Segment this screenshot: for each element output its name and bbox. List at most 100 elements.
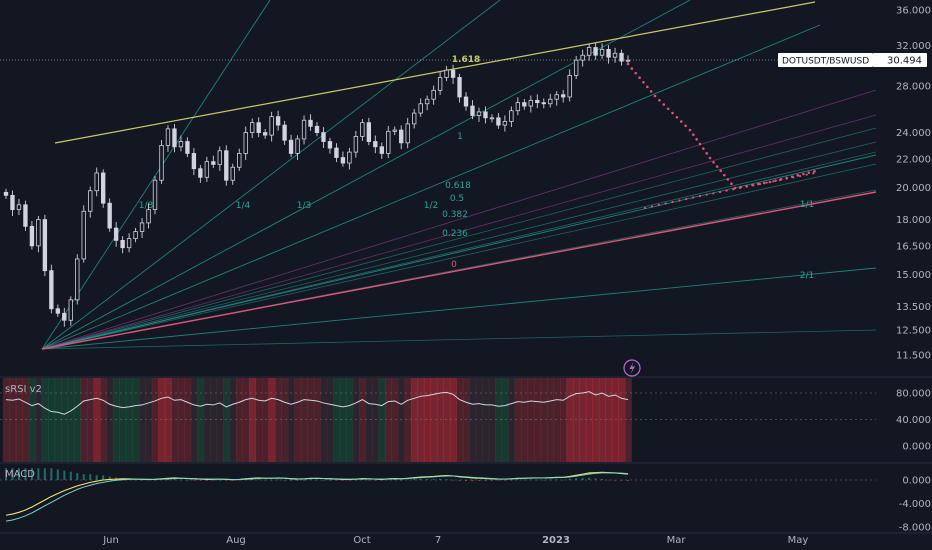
projection-dot [671,200,674,204]
rsi-heat-stripe [579,378,587,462]
rsi-tick-label: 0.000 [902,442,931,453]
rsi-heat-stripe [229,378,237,462]
macd-histogram-bar [283,480,286,481]
rsi-heat-stripe [255,378,263,462]
macd-histogram-bar [627,480,629,481]
rsi-heat-stripe [112,378,120,462]
macd-histogram-bar [309,479,312,480]
projection-dot [638,76,641,80]
macd-histogram-bar [432,479,435,480]
rsi-heat-stripe [417,378,425,462]
macd-histogram-bar [82,474,85,480]
rsi-heat-stripe [287,378,295,462]
candle-body [625,59,631,62]
rsi-heat-stripe [80,378,88,462]
price-tick-label: 11.500 [896,351,931,362]
price-tick-label: 12.500 [896,325,931,336]
candle-body [23,204,28,227]
projection-dot [650,205,653,208]
rsi-tick-label: 40.000 [896,415,931,426]
macd-histogram-bar [419,478,422,480]
macd-histogram-bar [374,480,377,481]
candle-body [178,141,184,148]
projection-dot [684,124,687,128]
x-tick-label: Aug [226,535,246,546]
candle-body [204,161,210,178]
macd-histogram-bar [471,480,474,482]
rsi-heat-stripe [41,378,49,462]
candle-body [198,168,203,178]
candle-body [586,47,592,56]
candle-body [275,116,281,126]
axes: 36.000 32.000 28.000 24.000 22.000 20.000 18.0… [102,6,931,547]
fib-label: 0.618 [445,181,471,191]
rsi-heat-stripe [527,378,535,462]
rsi-heat-stripe [171,378,179,462]
candle-body [113,227,119,241]
candle-body [554,94,559,100]
candle-body [522,102,527,107]
projection-dot [666,107,670,111]
fib-label: 0.382 [442,210,468,220]
projection-dot [664,202,667,205]
rsi-heat-stripe [268,378,276,462]
macd-histogram-bar [69,471,72,480]
projection-dot [630,67,634,70]
candle-body [29,225,35,247]
gann-fan: 1/8 1/4 1/3 1/2 1/1 2/1 1.618 1 0.618 0.5 0.382 0.2… [0,0,877,350]
macd-histogram-bar [439,478,442,480]
fib-label: 0.236 [442,229,468,239]
candle-body [165,128,171,146]
candle-body [496,117,501,126]
rsi-heat-stripe [151,378,159,462]
projection-dot [774,179,777,182]
candle-body [191,153,197,170]
macd-histogram-bar [400,480,403,481]
rsi-heat-stripe [333,378,341,462]
x-tick-label: Oct [353,535,370,546]
candle-body [509,110,514,122]
macd-histogram-bar [335,480,338,481]
candle-body [107,202,112,229]
rsi-heat-stripe [508,378,516,462]
projection-dot [812,172,815,175]
candle-body [366,122,372,142]
candle-body [81,210,86,260]
projection-dot [643,206,647,210]
candle-body [55,308,61,314]
macd-histogram-bar [594,478,597,480]
fib-level-line [41,89,877,350]
macd-histogram-bar [95,475,98,480]
candle-body [282,124,287,141]
projection-dot [802,172,805,176]
macd-histogram-bar [510,479,513,481]
fib-fan-line [41,329,877,350]
candle-body [541,102,546,105]
rsi-heat-stripe [346,378,354,462]
macd-histogram-bar [458,480,461,481]
event-marker[interactable] [623,359,641,377]
x-tick-label: 2023 [542,535,570,546]
macd-histogram-bar [296,480,299,481]
candle-body [353,135,359,153]
macd-histogram-bar [542,479,545,481]
rsi-heat-stripe [197,378,205,462]
candle-body [159,145,164,181]
candle-body [606,49,611,58]
macd-histogram-bar [316,479,318,481]
candle-body [593,47,598,56]
macd-histogram-bar [322,480,325,481]
projection-dot [658,98,661,102]
macd-histogram-bar [380,480,383,481]
candle-body [379,146,384,154]
rsi-heat-stripe [482,378,490,462]
candle-body [470,105,475,116]
projection-dot [645,85,649,89]
candle-body [10,194,15,211]
rsi-heat-stripe [35,378,43,462]
candle-body [120,240,125,249]
candle-body [133,231,138,240]
rsi-pane-title: sRSI v2 [5,384,42,395]
rsi-heat-stripe [547,378,555,462]
